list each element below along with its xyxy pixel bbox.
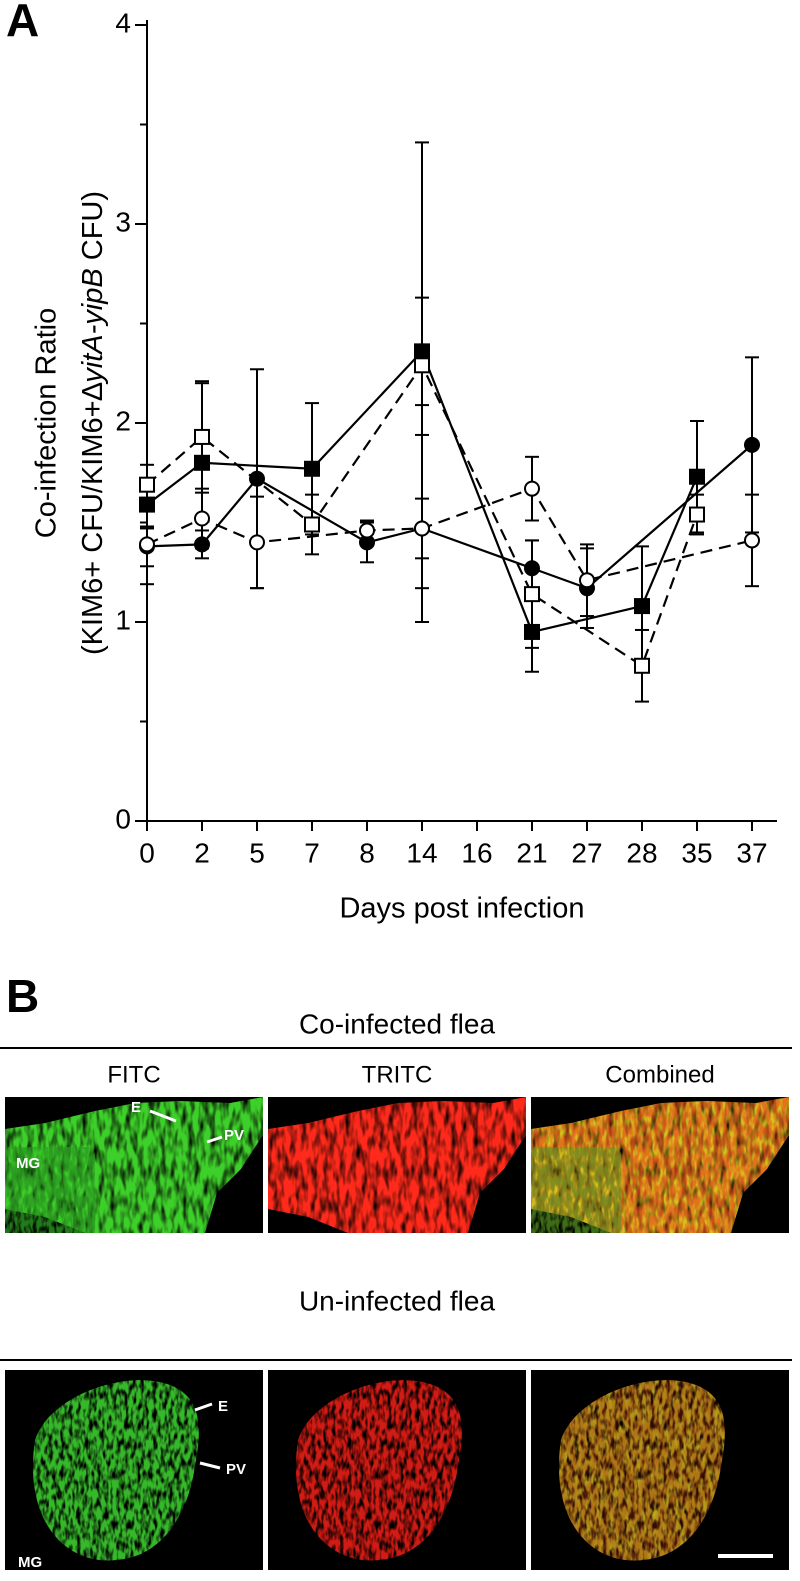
annotation: PV xyxy=(224,1127,244,1144)
marker xyxy=(524,623,540,640)
marker xyxy=(579,572,595,589)
pointer xyxy=(194,1402,213,1412)
micrograph xyxy=(5,1370,263,1570)
y-tick-label: 3 xyxy=(115,206,131,237)
marker xyxy=(249,534,265,551)
marker xyxy=(524,560,540,577)
x-tick-label: 37 xyxy=(736,837,767,868)
x-axis-label: Days post infection xyxy=(339,893,584,925)
x-tick-label: 27 xyxy=(571,837,602,868)
micrograph xyxy=(268,1097,526,1233)
x-tick-label: 21 xyxy=(516,837,547,868)
marker xyxy=(139,536,155,553)
annotation: MG xyxy=(18,1554,42,1571)
marker xyxy=(194,454,210,471)
marker xyxy=(139,496,155,513)
x-tick-label: 7 xyxy=(304,837,320,868)
marker xyxy=(139,476,155,493)
y-label-part: (KIM6+ CFU/KIM6+∆ xyxy=(77,382,109,655)
x-tick-label: 8 xyxy=(359,837,375,868)
y-tick-label: 1 xyxy=(115,604,131,635)
marker xyxy=(524,480,540,497)
marker xyxy=(304,460,320,477)
marker xyxy=(414,520,430,537)
marker xyxy=(194,510,210,527)
pointer xyxy=(149,1109,177,1123)
group-title: Un-infected flea xyxy=(299,1285,496,1316)
annotation: E xyxy=(131,1099,141,1116)
marker xyxy=(689,468,705,485)
column-header: TRITC xyxy=(362,1061,433,1088)
marker xyxy=(744,436,760,453)
y-tick-label: 0 xyxy=(115,803,131,834)
y-axis-label: Co-infection Ratio xyxy=(31,308,63,539)
column-header: Combined xyxy=(605,1061,714,1088)
x-tick-label: 28 xyxy=(626,837,657,868)
panel-label: A xyxy=(6,0,39,46)
marker xyxy=(194,536,210,553)
annotation: MG xyxy=(16,1155,40,1172)
marker xyxy=(304,516,320,533)
y-tick-label: 4 xyxy=(115,7,131,38)
x-tick-label: 35 xyxy=(681,837,712,868)
x-tick-label: 0 xyxy=(139,837,155,868)
panel-label: B xyxy=(6,970,39,1022)
annotation: E xyxy=(218,1398,228,1415)
marker xyxy=(249,470,265,487)
group-title: Co-infected flea xyxy=(299,1008,496,1039)
pointer xyxy=(206,1135,223,1144)
series-line xyxy=(146,444,753,590)
marker xyxy=(524,586,540,603)
y-axis-label-2: (KIM6+ CFU/KIM6+∆yitA-yipB CFU) xyxy=(77,191,109,655)
micrograph xyxy=(5,1097,263,1233)
micrograph xyxy=(531,1370,789,1570)
y-label-part: yitA-yipB xyxy=(77,268,109,384)
pointer xyxy=(199,1461,221,1470)
x-tick-label: 14 xyxy=(406,837,437,868)
marker xyxy=(634,657,650,674)
y-label-part: CFU) xyxy=(77,191,109,268)
column-header: FITC xyxy=(107,1061,160,1088)
marker xyxy=(194,428,210,445)
x-tick-label: 16 xyxy=(461,837,492,868)
annotation: PV xyxy=(226,1461,246,1478)
y-tick-label: 2 xyxy=(115,405,131,436)
micrograph xyxy=(531,1097,789,1233)
x-tick-label: 5 xyxy=(249,837,265,868)
marker xyxy=(359,522,375,539)
x-tick-label: 2 xyxy=(194,837,210,868)
marker xyxy=(689,506,705,523)
marker xyxy=(414,357,430,374)
marker xyxy=(414,343,430,360)
micrograph xyxy=(268,1370,526,1570)
marker xyxy=(744,532,760,549)
marker xyxy=(634,598,650,615)
series-line xyxy=(146,487,753,582)
